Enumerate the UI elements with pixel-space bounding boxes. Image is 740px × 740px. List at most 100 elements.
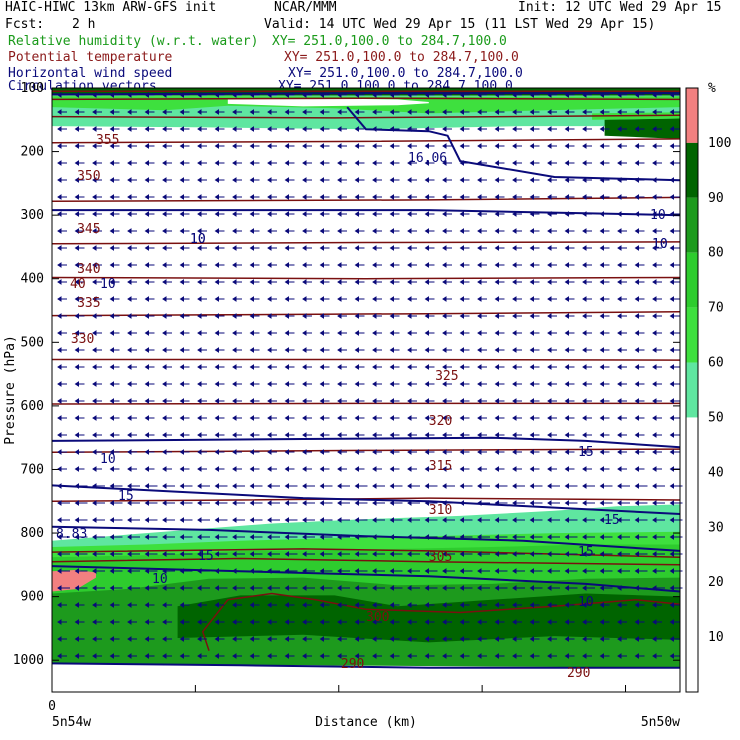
wind-vector-head	[284, 636, 289, 642]
wind-vector-head	[634, 432, 639, 438]
wind-vector-head	[127, 126, 132, 132]
wind-vector-head	[389, 449, 394, 455]
wind-vector-head	[547, 432, 552, 438]
wind-vector-head	[74, 92, 79, 98]
wind-vector-head	[144, 92, 149, 98]
wind-vector-head	[442, 177, 447, 183]
wind-vector-head	[57, 449, 62, 455]
wind-speed-contour	[51, 565, 681, 593]
wind-vector-head	[389, 296, 394, 302]
wind-vector-head	[109, 432, 114, 438]
wind-vector-head	[372, 381, 377, 387]
field-xy-rh: XY= 251.0,100.0 to 284.7,100.0	[272, 34, 507, 49]
wind-vector-head	[599, 483, 604, 489]
wind-vector-head	[389, 534, 394, 540]
wind-vector-head	[424, 109, 429, 115]
wind-vector-head	[634, 160, 639, 166]
wind-vector-head	[109, 313, 114, 319]
theta-contour	[51, 138, 681, 144]
wind-vector-head	[407, 602, 412, 608]
wind-vector-head	[127, 228, 132, 234]
wind-vector-head	[547, 347, 552, 353]
wind-vector-head	[74, 313, 79, 319]
wind-vector-head	[127, 415, 132, 421]
wind-vector-head	[424, 415, 429, 421]
wind-vector-head	[564, 347, 569, 353]
wind-vector-head	[372, 279, 377, 285]
wind-vector-head	[74, 585, 79, 591]
wind-vector-head	[232, 347, 237, 353]
wind-vector-head	[494, 313, 499, 319]
wind-vector-head	[669, 398, 674, 404]
wind-vector-head	[494, 126, 499, 132]
wind-vector-head	[74, 262, 79, 268]
wind-vector-head	[92, 262, 97, 268]
wind-vector-head	[144, 194, 149, 200]
wind-vector-head	[57, 483, 62, 489]
wind-vector-head	[582, 636, 587, 642]
wind-vector-head	[652, 109, 657, 115]
wind-vector-head	[652, 126, 657, 132]
theta-label: 290	[341, 657, 364, 672]
wind-vector-head	[424, 517, 429, 523]
wind-vector-head	[512, 177, 517, 183]
wind-vector-head	[547, 262, 552, 268]
wind-vector-head	[547, 398, 552, 404]
wind-vector-head	[302, 330, 307, 336]
wind-vector-head	[564, 330, 569, 336]
wind-vector-head	[179, 296, 184, 302]
theta-contour	[52, 358, 681, 361]
wind-vector-head	[232, 432, 237, 438]
wind-vector-head	[372, 517, 377, 523]
wind-vector-head	[634, 517, 639, 523]
wind-vector-head	[652, 585, 657, 591]
wind-speed-label: 10	[652, 237, 668, 252]
wind-vector-head	[284, 92, 289, 98]
wind-vector-head	[442, 228, 447, 234]
wind-vector-head	[232, 381, 237, 387]
wind-vector-head	[494, 194, 499, 200]
wind-vector-head	[162, 483, 167, 489]
wind-vector-head	[652, 211, 657, 217]
wind-vector-head	[634, 636, 639, 642]
wind-vector-head	[494, 296, 499, 302]
wind-vector-head	[372, 177, 377, 183]
wind-vector-head	[564, 551, 569, 557]
wind-vector-head	[407, 92, 412, 98]
wind-vector-head	[109, 160, 114, 166]
wind-vector-head	[127, 500, 132, 506]
wind-vector-head	[599, 194, 604, 200]
wind-vector-head	[599, 143, 604, 149]
wind-vector-head	[267, 364, 272, 370]
wind-vector-head	[599, 551, 604, 557]
wind-vector-head	[197, 381, 202, 387]
wind-vector-head	[144, 568, 149, 574]
wind-vector-head	[354, 466, 359, 472]
wind-vector-head	[582, 228, 587, 234]
wind-vector-head	[617, 432, 622, 438]
wind-vector-head	[302, 211, 307, 217]
wind-vector-head	[599, 500, 604, 506]
wind-vector-head	[477, 653, 482, 659]
rh-band-upper-gap	[227, 98, 429, 107]
wind-vector-head	[92, 143, 97, 149]
wind-vector-head	[494, 160, 499, 166]
wind-vector-head	[494, 381, 499, 387]
wind-vector-head	[109, 551, 114, 557]
wind-vector-head	[634, 330, 639, 336]
wind-vector-head	[337, 313, 342, 319]
wind-vector-head	[599, 160, 604, 166]
wind-vector-head	[214, 398, 219, 404]
wind-vector-head	[442, 653, 447, 659]
wind-vector-head	[302, 449, 307, 455]
theta-contour	[51, 276, 681, 280]
wind-vector-head	[512, 432, 517, 438]
wind-vector-head	[92, 432, 97, 438]
wind-vector-head	[197, 109, 202, 115]
wind-vector-head	[302, 381, 307, 387]
y-tick-label: 800	[21, 526, 44, 541]
wind-vector-head	[599, 92, 604, 98]
wind-vector-head	[477, 211, 482, 217]
wind-vector-head	[284, 126, 289, 132]
wind-vector-head	[512, 602, 517, 608]
